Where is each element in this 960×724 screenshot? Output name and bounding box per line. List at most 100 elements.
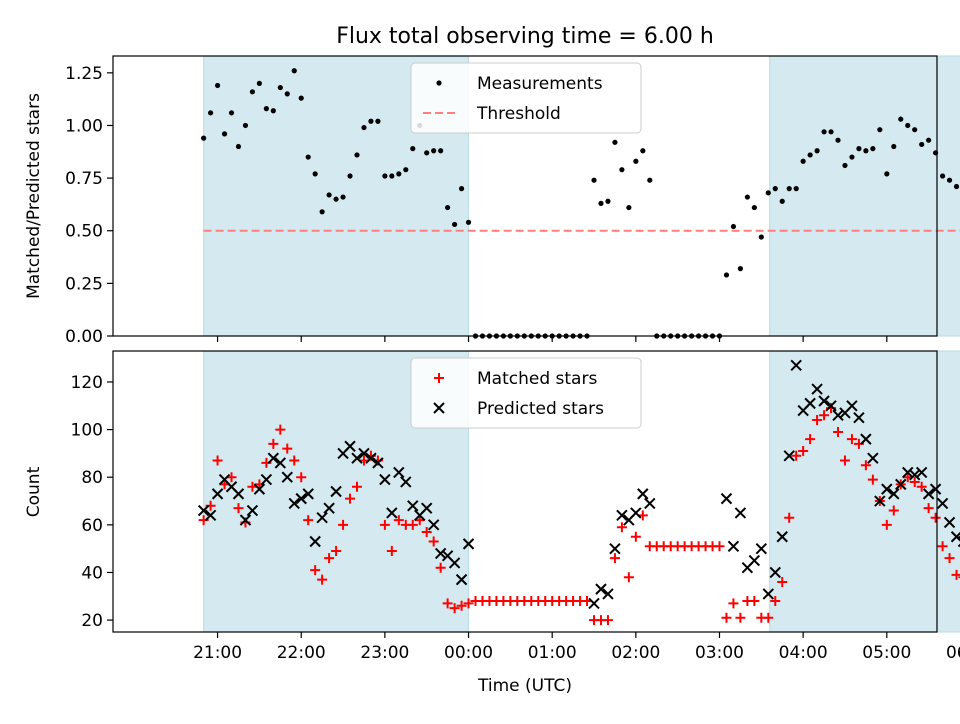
- data-point: [305, 154, 311, 160]
- data-point: [324, 553, 335, 564]
- data-point: [616, 522, 627, 533]
- data-point: [282, 443, 293, 454]
- data-point: [400, 476, 412, 488]
- data-point: [263, 106, 269, 112]
- data-point: [289, 455, 300, 466]
- data-point: [270, 108, 276, 114]
- plot-frame: [112, 350, 938, 633]
- data-point: [211, 488, 224, 500]
- x-tick-label: 04:00: [779, 643, 828, 663]
- data-point: [905, 122, 911, 129]
- series-measurements: [201, 68, 960, 339]
- data-point: [863, 148, 869, 154]
- data-point: [449, 603, 460, 614]
- data-point: [730, 223, 737, 230]
- legend-box: [410, 357, 642, 429]
- data-point: [751, 204, 757, 211]
- y-tick-label: 1.25: [65, 64, 103, 84]
- data-point: [598, 200, 604, 206]
- data-point: [791, 450, 802, 461]
- data-point: [833, 426, 844, 437]
- data-point: [221, 131, 228, 137]
- data-point: [609, 553, 620, 564]
- data-point: [755, 542, 768, 555]
- data-point: [839, 455, 850, 466]
- data-point: [770, 596, 781, 607]
- data-point: [884, 171, 890, 177]
- data-point: [853, 411, 865, 424]
- data-point: [818, 395, 830, 407]
- data-point: [214, 82, 221, 89]
- legend-marker: [434, 373, 444, 383]
- data-point: [284, 91, 290, 97]
- data-point: [212, 455, 223, 466]
- data-point: [386, 546, 397, 557]
- legend-label: Matched stars: [477, 369, 597, 389]
- data-point: [298, 95, 304, 101]
- data-point: [331, 546, 342, 557]
- data-point: [588, 597, 600, 610]
- data-point: [277, 84, 283, 91]
- data-point: [811, 383, 823, 395]
- x-tick-label: 00:00: [444, 643, 493, 663]
- data-point: [832, 409, 844, 422]
- data-point: [723, 272, 730, 278]
- data-point: [232, 488, 245, 500]
- data-point: [239, 514, 252, 526]
- series-matched-stars: [198, 403, 960, 626]
- data-point: [358, 447, 370, 460]
- data-point: [923, 503, 934, 514]
- data-point: [616, 509, 628, 522]
- data-point: [197, 504, 210, 517]
- data-point: [916, 481, 927, 492]
- data-point: [953, 183, 960, 190]
- y-tick-label: 0.75: [65, 169, 103, 189]
- data-point: [458, 186, 465, 192]
- data-point: [242, 122, 249, 129]
- data-point: [812, 415, 823, 426]
- plot-frame: [112, 55, 938, 337]
- x-axis-label: Time (UTC): [477, 676, 572, 696]
- data-point: [943, 516, 956, 529]
- data-point: [463, 598, 474, 609]
- data-point: [909, 476, 920, 487]
- legend: Matched stars Predicted stars: [410, 357, 642, 429]
- data-point: [291, 68, 297, 74]
- data-point: [888, 505, 899, 516]
- data-point: [902, 466, 914, 479]
- data-point: [825, 400, 837, 412]
- data-point: [204, 509, 217, 522]
- data-point: [800, 158, 806, 164]
- data-point: [714, 541, 725, 552]
- data-point: [640, 148, 646, 154]
- data-point: [819, 410, 830, 421]
- data-point: [427, 519, 440, 531]
- data-point: [333, 196, 339, 202]
- data-point: [382, 173, 388, 179]
- top-panel: 0.00 0.25 0.50 0.75 1.00 1.25 Measurements Thre…: [65, 55, 960, 347]
- data-point: [365, 452, 377, 464]
- x-tick-label: 03:00: [695, 643, 744, 663]
- data-point: [354, 152, 360, 158]
- data-point: [317, 574, 328, 585]
- data-point: [939, 173, 946, 179]
- data-point: [633, 158, 639, 164]
- data-point: [874, 495, 886, 507]
- data-point: [235, 143, 242, 150]
- y-tick-label: 0.50: [65, 222, 103, 242]
- legend-label: Threshold: [476, 104, 561, 124]
- data-point: [386, 507, 398, 519]
- data-point: [786, 186, 792, 192]
- data-point: [623, 572, 634, 583]
- data-point: [737, 266, 744, 272]
- data-point: [793, 186, 799, 192]
- data-point: [428, 536, 439, 547]
- x-tick-label: 05:00: [862, 643, 911, 663]
- data-point: [267, 452, 280, 464]
- y-tick-label: 80: [81, 468, 103, 488]
- data-point: [798, 446, 809, 457]
- data-point: [421, 526, 432, 537]
- x-tick-label: 22:00: [277, 643, 326, 663]
- data-point: [462, 538, 475, 550]
